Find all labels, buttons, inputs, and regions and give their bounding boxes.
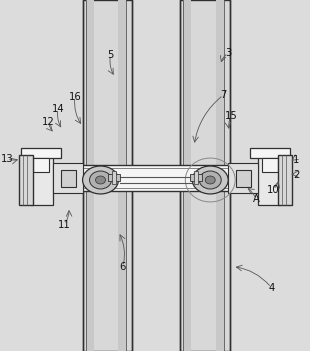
Bar xyxy=(278,155,292,205)
Bar xyxy=(216,0,224,351)
Bar xyxy=(21,148,61,158)
Ellipse shape xyxy=(95,176,105,184)
Bar xyxy=(228,163,258,193)
Text: 6: 6 xyxy=(120,261,126,272)
Ellipse shape xyxy=(192,166,228,194)
Bar xyxy=(51,165,265,191)
Bar xyxy=(19,155,33,205)
Text: 2: 2 xyxy=(293,171,299,180)
Text: 11: 11 xyxy=(58,219,71,230)
Text: 10: 10 xyxy=(267,185,279,194)
Text: 4: 4 xyxy=(268,283,274,292)
Bar xyxy=(183,0,191,351)
Bar xyxy=(108,174,121,181)
Text: 16: 16 xyxy=(69,92,81,102)
Bar xyxy=(86,0,94,351)
Bar xyxy=(180,0,230,351)
Bar xyxy=(61,170,76,187)
Text: 1: 1 xyxy=(293,155,299,165)
Bar xyxy=(31,155,53,205)
Bar xyxy=(194,171,198,184)
Bar xyxy=(236,170,251,187)
Text: A: A xyxy=(252,194,259,204)
Ellipse shape xyxy=(205,176,215,184)
Ellipse shape xyxy=(90,171,112,189)
Text: 14: 14 xyxy=(52,104,64,114)
Bar xyxy=(113,171,117,184)
Ellipse shape xyxy=(199,171,221,189)
Text: 5: 5 xyxy=(107,50,114,60)
Bar xyxy=(53,163,82,193)
Bar xyxy=(250,148,290,158)
Bar xyxy=(258,155,280,205)
Ellipse shape xyxy=(82,166,118,194)
Bar xyxy=(190,174,202,181)
Bar xyxy=(33,158,49,172)
Text: 3: 3 xyxy=(225,48,231,58)
Text: 7: 7 xyxy=(220,90,227,100)
Text: 13: 13 xyxy=(1,154,13,164)
Bar xyxy=(82,0,132,351)
Bar xyxy=(262,158,278,172)
Bar xyxy=(118,0,126,351)
Text: 15: 15 xyxy=(225,111,237,121)
Text: 12: 12 xyxy=(42,117,55,127)
